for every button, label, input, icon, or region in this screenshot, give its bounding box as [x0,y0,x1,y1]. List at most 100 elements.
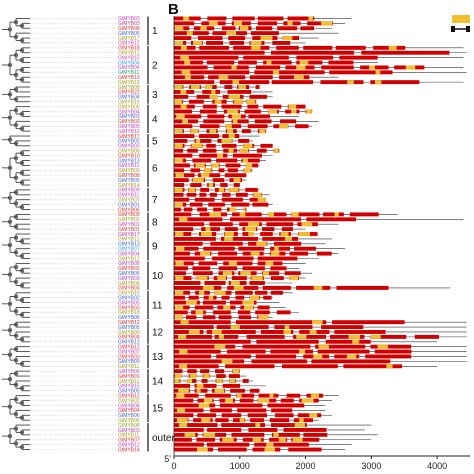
gene-label: GtMYB08 [118,85,140,91]
cds-exon [203,119,225,124]
gene-label: GtMYB13 [118,75,140,81]
cds-exon [269,437,288,442]
cds-exon [202,300,226,305]
gene-label: GtMYB02 [118,295,140,301]
motif-block [175,276,184,281]
cds-exon [229,40,245,45]
gene-label: GtMYB11 [118,163,140,169]
cds-exon [270,349,313,354]
motif-block [299,418,304,423]
group-label: 15 [152,403,164,414]
cds-exon [256,339,319,344]
motif-block [203,432,216,437]
cds-exon [205,393,231,398]
cds-exon [209,192,217,197]
cds-exon [271,80,314,85]
cds-exon [233,183,240,187]
gene-label: GtMYB04 [118,335,140,341]
cds-exon [249,94,268,99]
cds-exon [174,359,245,364]
cds-exon [174,285,222,290]
cds-exon [174,334,213,339]
cds-exon [255,290,268,295]
cds-exon [343,364,403,369]
cds-exon [194,305,214,310]
gene-label: GtMYB05 [118,389,140,395]
gene-label: GtMYB17 [118,232,140,238]
motif-block [232,80,240,85]
cds-exon [174,256,205,261]
cds-exon [174,271,186,276]
motif-block [174,202,183,207]
cds-exon [221,413,242,418]
cds-exon [231,202,250,207]
motif-block [231,65,237,70]
cds-exon [174,408,204,413]
gene-label-column: GtMYB03GtMYB03GtMYB08GtMYB05GtMYB17GtMYB… [30,16,140,453]
cds-exon [262,236,299,241]
gene-label: GtMYB03 [118,354,140,360]
gene-label: GtMYB08 [118,423,140,429]
motif-block [174,40,183,45]
cds-exon [257,16,284,21]
cds-exon [231,432,265,437]
cds-exon [210,241,243,246]
motif-block [181,70,191,75]
motif-block [321,21,333,26]
cds-exon [216,325,269,330]
axis-tick-label: 0 [171,461,176,471]
motif-block [227,109,239,114]
cds-exon [339,55,378,60]
motif-block [179,217,188,222]
cds-exon [174,423,218,428]
cds-exon [201,379,208,383]
motif-block [245,227,256,232]
cds-exon [225,124,241,129]
cds-exon [289,251,309,256]
motif-block [248,222,260,227]
gene-label: GtMYB06 [118,418,140,424]
motif-block [176,114,185,119]
cds-exon [174,109,192,114]
cds-exon [233,45,270,50]
cds-exon [260,143,273,148]
motif-block [296,65,306,70]
gene-label: GtMYB18 [118,46,140,52]
motif-block [175,290,184,295]
cds-exon [174,393,199,398]
gene-label: GtMYB13 [118,242,140,248]
motif-block [240,271,251,276]
motif-block [198,290,205,295]
motif-block [174,26,184,31]
motif-block [256,241,267,246]
axis-tick-label: 2000 [296,461,316,471]
motif-block [229,187,239,192]
gene-label: GtMYB06 [118,149,140,155]
cds-exon [242,266,265,271]
cds-exon [311,359,391,364]
cds-exon [232,16,255,21]
cds-exon [216,158,238,163]
motif-block [283,330,291,334]
motif-block [196,383,204,388]
motif-block [257,398,270,403]
motif-block [195,138,201,143]
gene-label: GtMYB01 [118,227,140,233]
motif-block [174,379,180,383]
motif-block [348,334,360,339]
gene-label: GtMYB08 [118,26,140,32]
cds-exon [218,251,237,256]
cds-exon [225,364,275,369]
motif-block [233,285,244,290]
cds-exon [206,442,250,447]
cds-exon [221,295,230,300]
cds-exon [235,192,248,197]
cds-exon [257,256,298,261]
cds-exon [220,236,259,241]
cds-exon [216,354,251,359]
cds-exon [334,354,360,359]
gene-label: GtMYB05 [118,271,140,277]
gene-label: GtMYB14 [118,447,140,453]
motif-block [228,94,240,99]
gene-label: GtMYB03 [118,428,140,434]
